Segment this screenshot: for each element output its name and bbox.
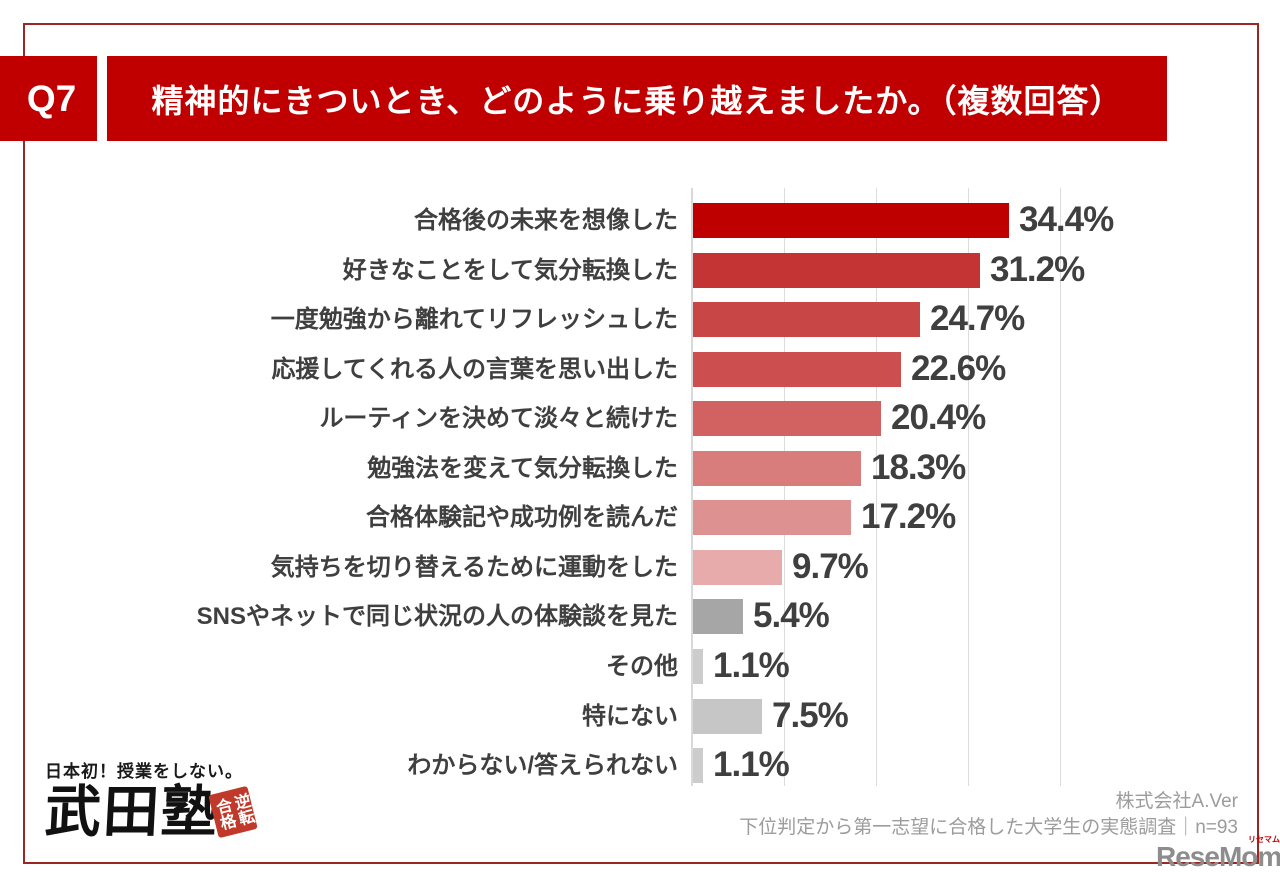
bar (693, 253, 980, 288)
bar (693, 451, 861, 486)
value-label: 34.4% (1019, 200, 1114, 239)
gridline-40pct (1060, 188, 1061, 786)
category-label: SNSやネットで同じ状況の人の体験談を見た (196, 603, 678, 630)
resemom-logo: ReseMom. リセマム (1156, 835, 1280, 873)
value-label: 24.7% (930, 299, 1025, 338)
value-label: 1.1% (713, 745, 790, 784)
category-label: 特にない (582, 703, 678, 730)
bar (693, 699, 762, 734)
bar (693, 302, 920, 337)
category-label: 一度勉強から離れてリフレッシュした (270, 306, 678, 333)
category-label: 好きなことをして気分転換した (342, 257, 678, 284)
category-label: 応援してくれる人の言葉を思い出した (271, 356, 678, 383)
category-label: ルーティンを決めて淡々と続けた (319, 405, 678, 432)
takeda-juku-logo: 日本初！授業をしない。 武田塾 逆転合格 (43, 757, 275, 845)
bar (693, 748, 703, 783)
source-attribution: 株式会社A.Ver 下位判定から第一志望に合格した大学生の実態調査｜n=93 (739, 789, 1238, 841)
category-label: 気持ちを切り替えるために運動をした (270, 554, 678, 581)
question-number-badge: Q7 (0, 56, 97, 141)
resemom-brand: ReseMom (1156, 841, 1280, 872)
source-company: 株式会社A.Ver (1115, 791, 1238, 812)
value-label: 22.6% (911, 349, 1006, 388)
bar (693, 203, 1009, 238)
gridline-10pct (784, 188, 785, 786)
value-label: 20.4% (891, 398, 986, 437)
category-label: 合格体験記や成功例を読んだ (366, 504, 678, 531)
value-label: 17.2% (861, 497, 956, 536)
value-label: 31.2% (990, 250, 1085, 289)
value-label: 5.4% (753, 596, 830, 635)
value-label: 1.1% (713, 646, 790, 685)
value-label: 7.5% (772, 696, 849, 735)
bar (693, 401, 881, 436)
source-survey: 下位判定から第一志望に合格した大学生の実態調査｜n=93 (739, 817, 1238, 838)
bar (693, 352, 901, 387)
question-title-bar: 精神的にきついとき、どのように乗り越えましたか。（複数回答） (107, 56, 1167, 141)
gridline-20pct (876, 188, 877, 786)
resemom-ruby-label: リセマム (1248, 835, 1280, 844)
takeda-tagline: 日本初！授業をしない。 (45, 762, 243, 781)
bar (693, 500, 851, 535)
category-label: 合格後の未来を想像した (414, 207, 678, 234)
value-label: 9.7% (792, 547, 869, 586)
y-axis-line (691, 188, 693, 786)
bar (693, 550, 782, 585)
category-label: その他 (606, 653, 678, 680)
question-number-label: Q7 (26, 77, 77, 119)
gridline-30pct (968, 188, 969, 786)
category-label: 勉強法を変えて気分転換した (367, 455, 678, 482)
outer-frame-border (23, 23, 1259, 864)
category-label: わからない/答えられない (407, 752, 678, 779)
question-title: 精神的にきついとき、どのように乗り越えましたか。（複数回答） (151, 82, 1123, 119)
value-label: 18.3% (871, 448, 966, 487)
bar (693, 599, 743, 634)
bar (693, 649, 703, 684)
